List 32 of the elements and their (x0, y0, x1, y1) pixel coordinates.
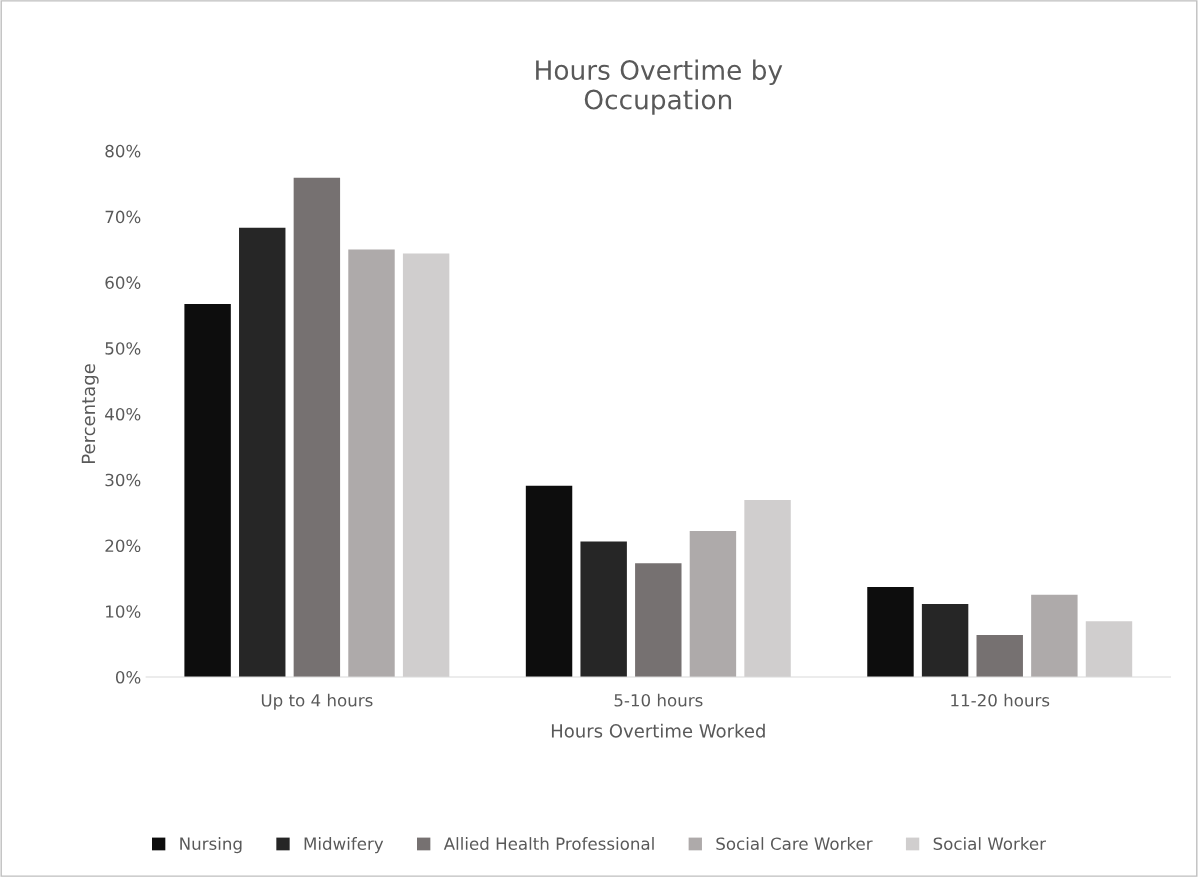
bar (689, 531, 737, 678)
bar (867, 586, 914, 678)
legend-label: Allied Health Professional (443, 837, 654, 850)
legend-label: Social Care Worker (716, 837, 873, 850)
x-tick-label: Up to 4 hours (261, 693, 373, 710)
y-tick-label: 80% (105, 144, 141, 158)
bar (976, 634, 1023, 678)
legend-label: Nursing (180, 837, 242, 854)
bar (635, 563, 682, 678)
y-tick-label: 10% (106, 605, 141, 618)
y-tick-label: 40% (105, 407, 141, 421)
bar (348, 249, 395, 678)
bar (921, 604, 969, 678)
x-axis-title: Hours Overtime Worked (551, 723, 765, 738)
bar (1031, 594, 1078, 678)
y-tick-label: 30% (105, 473, 141, 487)
bar (239, 227, 286, 678)
bar (184, 304, 231, 678)
bar (525, 485, 573, 678)
y-tick-label: 20% (105, 539, 141, 553)
legend-label: Social Worker (933, 837, 1046, 850)
bar (580, 541, 627, 678)
y-tick-label: 0% (115, 671, 141, 684)
x-tick-label: 11-20 hours (951, 693, 1050, 707)
chart-title: Hours Overtime by Occupation (536, 59, 783, 115)
y-tick-label: 70% (105, 210, 141, 224)
x-tick-label: 5-10 hours (614, 693, 703, 707)
y-tick-label: 60% (105, 276, 141, 289)
legend-label: Midwifery (304, 837, 384, 854)
y-tick-label: 50% (105, 342, 141, 355)
bar (293, 177, 341, 678)
y-axis-title: Percentage (81, 364, 99, 463)
